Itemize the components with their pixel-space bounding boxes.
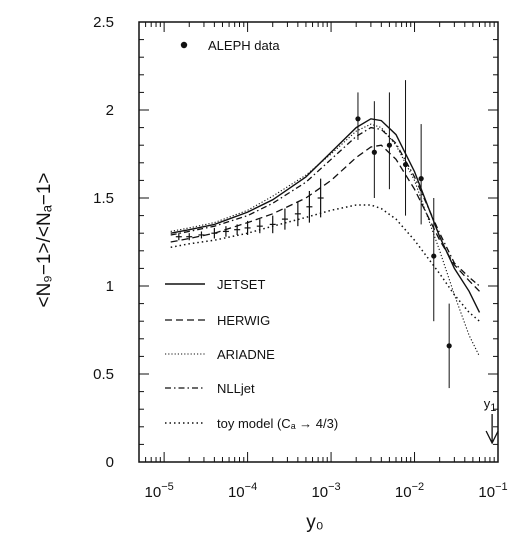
y1-arrow-head [485,430,499,445]
x-tick-label: 10−4 [228,481,257,501]
y1-subscript: 1 [490,402,496,414]
data-points [175,80,452,389]
y-tick-label: 1 [106,278,114,295]
y-tick-label: 2.5 [93,14,114,31]
y-tick-label: 1.5 [93,190,114,207]
tick-labels: 10−5 10−4 10−3 10−2 10−100.511.522.5 [93,14,507,501]
legend-label-data: ALEPH data [208,38,280,53]
x-tick-label-exponent: −1 [495,481,508,493]
legend-label: ARIADNE [217,347,275,362]
data-point [418,176,424,182]
data-point [355,116,361,122]
plot-frame [138,21,499,463]
x-tick-label-base: 10 [478,484,495,501]
legend-label: toy model (Cₐ → 4/3) [217,416,338,431]
y-tick-label: 0.5 [93,366,114,383]
x-tick-label-exponent: −3 [328,481,341,493]
data-point [371,149,377,155]
legend-marker-data [180,41,188,49]
series-curves [170,118,481,357]
x-tick-label-base: 10 [145,484,162,501]
x-tick-label: 10−2 [395,481,424,501]
y-axis-label: <N₉−1>/<Nₐ−1> [34,172,55,307]
y-tick-label: 0 [106,454,114,471]
legend-label: HERWIG [217,313,270,328]
series-line [170,204,480,322]
series-line [170,118,481,313]
x-tick-label-exponent: −4 [245,481,258,493]
legend-label: JETSET [217,277,265,292]
x-tick-label-base: 10 [395,484,412,501]
x-tick-label: 10−3 [311,481,340,501]
y-tick-label: 2 [106,102,114,119]
data-point [402,161,409,168]
x-tick-label-base: 10 [228,484,245,501]
x-axis-label: y₀ [306,512,323,533]
axis-ticks [139,21,498,463]
data-point [431,253,437,259]
y1-label: y1 [484,396,497,414]
data-point [446,343,452,349]
annotations: y1 [484,396,499,445]
x-tick-label: 10−1 [478,481,507,501]
legend-label: NLLjet [217,381,255,396]
x-tick-label-exponent: −5 [161,481,174,493]
x-tick-label-exponent: −2 [412,481,425,493]
data-point [386,142,393,148]
series-line [170,126,480,287]
x-tick-label-base: 10 [311,484,328,501]
legend: ALEPH data JETSET HERWIG ARIADNE NLLjet toy m… [165,38,338,431]
x-tick-label: 10−5 [145,481,174,501]
